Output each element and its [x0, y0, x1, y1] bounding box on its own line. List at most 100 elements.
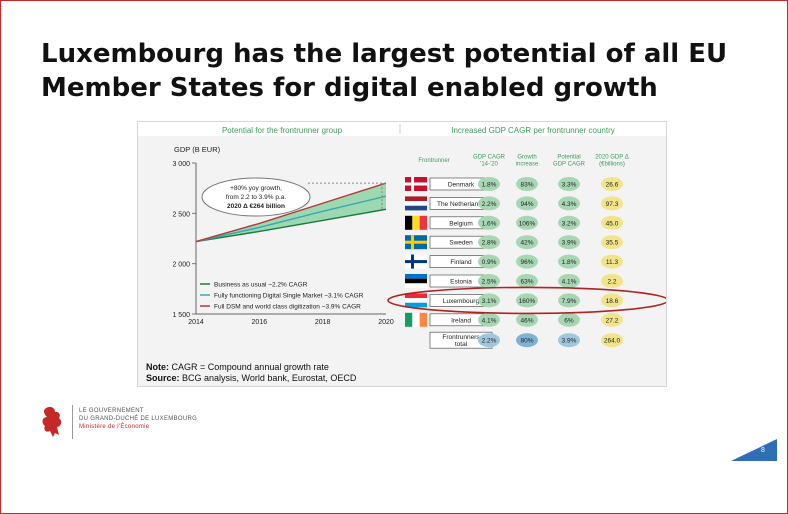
country-name: Sweden	[449, 240, 473, 247]
value-pill	[478, 215, 500, 230]
value-gdp: 27.2	[606, 317, 619, 324]
value-cagr: 4.1%	[482, 317, 497, 324]
country-name: The Netherlands	[437, 201, 486, 208]
total-gdp: 264.0	[604, 338, 621, 345]
value-cagr: 2.2%	[482, 201, 497, 208]
value-cagr: 0.9%	[482, 259, 497, 266]
slide-title-line2: Member States for digital enabled growth	[41, 73, 658, 103]
value-pill	[478, 196, 500, 211]
header-bar	[138, 122, 666, 136]
column-header: '14-'20	[480, 162, 498, 168]
value-gdp: 2.2	[607, 279, 616, 286]
country-name: Ireland	[451, 317, 471, 324]
value-pill	[558, 196, 580, 211]
luxembourg-highlight	[387, 286, 666, 315]
slide-title: Luxembourg has the largest potential of …	[41, 37, 761, 105]
value-pill	[516, 235, 538, 250]
luxembourg-lion-icon	[42, 406, 62, 437]
total-label-line1: Frontrunners	[442, 334, 480, 341]
table-row: Estonia 2.5% 63% 4.1% 2.2	[405, 274, 623, 288]
value-gdp: 97.3	[606, 201, 619, 208]
value-growth: 42%	[520, 240, 533, 247]
logo-line2: DU GRAND-DUCHÉ DE LUXEMBOURG	[79, 416, 198, 422]
value-pill	[558, 274, 580, 288]
value-gdp: 26.6	[606, 182, 619, 189]
total-pill	[558, 333, 580, 348]
table-row: Denmark 1.8% 83% 3.3% 26.6	[405, 177, 623, 191]
series-line-2	[195, 195, 387, 243]
value-cagr: 2.5%	[482, 279, 497, 286]
x-tick-label: 2020	[378, 319, 394, 326]
series-line-1	[195, 208, 387, 243]
value-pill	[558, 215, 580, 230]
footnote: Note: CAGR = Compound annual growth rate…	[146, 362, 356, 384]
country-name: Denmark	[448, 182, 475, 189]
source-label: Source:	[146, 373, 180, 383]
left-header: Potential for the frontrunner group	[222, 126, 343, 135]
x-tick-label: 2014	[188, 319, 204, 326]
column-header: GDP CAGR	[473, 155, 506, 161]
value-pill	[601, 196, 623, 211]
total-pill	[516, 333, 538, 348]
legend-label: Fully functioning Digital Single Market …	[214, 293, 364, 300]
logo-line1: LE GOUVERNEMENT	[79, 408, 144, 414]
column-header: Potential	[557, 155, 580, 161]
total-growth: 80%	[520, 338, 533, 345]
value-potential: 3.3%	[562, 182, 577, 189]
value-pill	[601, 215, 623, 230]
column-header: (€billions)	[599, 162, 625, 168]
callout-line1: +80% yoy growth,	[230, 185, 282, 192]
value-pill	[601, 312, 623, 327]
total-label-line2: total	[455, 341, 468, 348]
source-text: BCG analysis, World bank, Eurostat, OECD	[182, 373, 357, 383]
flag-icon	[405, 196, 427, 211]
value-growth: 94%	[520, 201, 533, 208]
series-line-3	[195, 182, 387, 243]
country-name: Luxembourg	[443, 298, 480, 305]
logo-text: LE GOUVERNEMENT DU GRAND-DUCHÉ DE LUXEMB…	[79, 407, 197, 431]
callout-bubble	[201, 177, 311, 217]
value-pill	[478, 254, 500, 269]
total-potential: 3.9%	[562, 338, 577, 345]
government-logo	[42, 405, 73, 439]
x-tick-label: 2018	[315, 319, 331, 326]
value-growth: 83%	[520, 182, 533, 189]
value-pill	[601, 177, 623, 191]
value-cagr: 3.1%	[482, 298, 497, 305]
table-row: Belgium 1.6% 106% 3.2% 45.0	[405, 215, 623, 230]
flag-icon	[405, 293, 427, 308]
value-pill	[478, 293, 500, 308]
value-pill	[601, 274, 623, 288]
table-row: Ireland 4.1% 46% 6% 27.2	[405, 312, 623, 327]
right-header: Increased GDP CAGR per frontrunner count…	[451, 126, 614, 135]
total-pill	[478, 333, 500, 348]
infographic-svg: Potential for the frontrunner group Incre…	[138, 122, 666, 349]
flag-icon	[405, 274, 427, 288]
value-pill	[601, 235, 623, 250]
flag-icon	[405, 312, 427, 327]
flag-icon	[405, 235, 427, 250]
value-pill	[601, 254, 623, 269]
value-pill	[516, 177, 538, 191]
legend-label: Full DSM and world class digitization ~3…	[214, 304, 361, 311]
value-gdp: 11.3	[606, 259, 619, 266]
flag-icon	[405, 177, 427, 191]
value-growth: 96%	[520, 259, 533, 266]
value-pill	[558, 293, 580, 308]
value-pill	[478, 177, 500, 191]
column-header: Frontrunner	[418, 158, 449, 164]
y-tick-label: 2 500	[172, 211, 190, 218]
y-axis-title: GDP (B EUR)	[174, 145, 221, 154]
slide-title-line1: Luxembourg has the largest potential of …	[41, 39, 728, 69]
value-cagr: 1.6%	[482, 220, 497, 227]
logo-divider	[72, 405, 73, 439]
column-header: 2020 GDP Δ	[595, 155, 629, 161]
value-potential: 4.1%	[562, 279, 577, 286]
value-gdp: 45.0	[606, 220, 619, 227]
value-potential: 3.2%	[562, 220, 577, 227]
flag-icon	[405, 254, 427, 269]
table-row: Luxembourg 3.1% 160% 7.9% 18.6	[405, 293, 623, 308]
